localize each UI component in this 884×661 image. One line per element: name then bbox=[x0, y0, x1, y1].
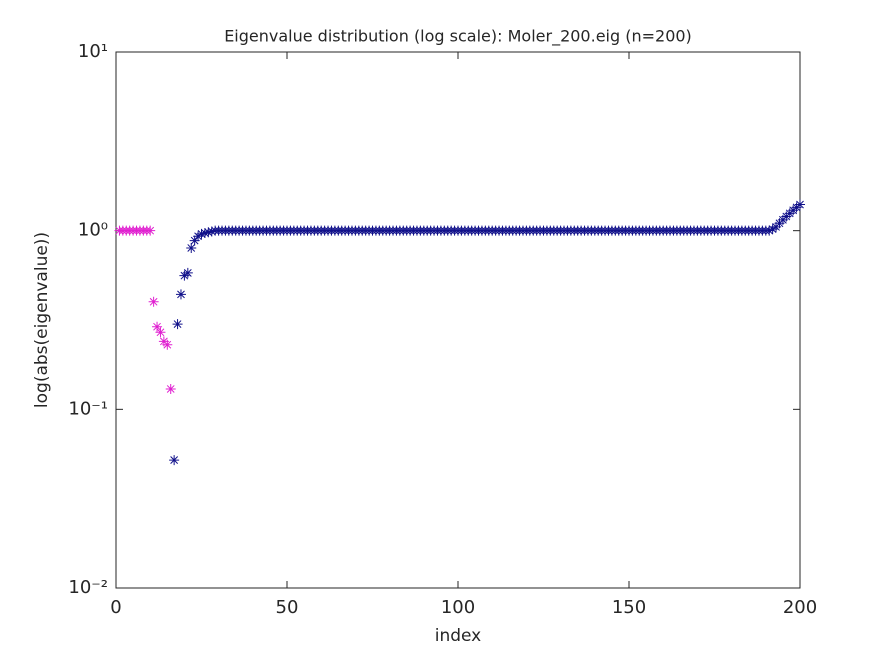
y-tick-label: 10⁻¹ bbox=[68, 398, 108, 419]
x-tick-label: 50 bbox=[276, 597, 299, 618]
y-tick-label: 10⁻² bbox=[68, 577, 108, 598]
x-tick-label: 200 bbox=[783, 597, 817, 618]
data-point bbox=[764, 225, 775, 236]
data-point bbox=[155, 327, 166, 338]
y-tick-label: 10⁰ bbox=[78, 220, 108, 241]
x-axis-label: index bbox=[435, 626, 482, 646]
y-tick-label: 10¹ bbox=[78, 41, 108, 62]
chart-title: Eigenvalue distribution (log scale): Mol… bbox=[224, 27, 692, 47]
x-tick-label: 150 bbox=[612, 597, 646, 618]
data-point bbox=[148, 296, 159, 307]
data-point bbox=[162, 339, 173, 350]
data-point bbox=[206, 226, 217, 237]
data-point bbox=[196, 228, 207, 239]
data-point bbox=[767, 224, 778, 235]
data-point bbox=[193, 231, 204, 242]
data-point bbox=[175, 289, 186, 300]
x-tick-label: 100 bbox=[441, 597, 475, 618]
x-tick-label: 0 bbox=[110, 597, 121, 618]
data-point bbox=[169, 455, 180, 466]
data-point bbox=[165, 383, 176, 394]
data-point bbox=[795, 199, 805, 210]
plot-box bbox=[115, 51, 801, 589]
y-axis-label: log(abs(eigenvalue)) bbox=[32, 232, 52, 408]
data-point bbox=[152, 321, 163, 332]
data-point bbox=[182, 267, 193, 278]
data-point bbox=[172, 319, 183, 330]
data-point bbox=[199, 228, 210, 239]
data-point bbox=[189, 235, 200, 246]
data-point bbox=[186, 242, 197, 253]
data-point bbox=[203, 227, 214, 238]
data-point bbox=[145, 225, 156, 236]
